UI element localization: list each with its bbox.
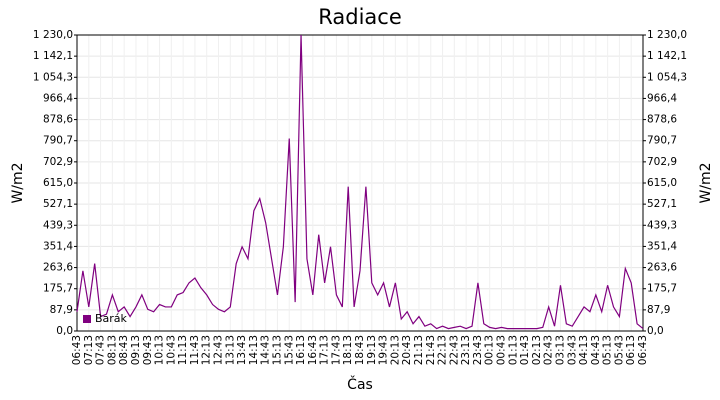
x-tick-label: 15:43	[283, 335, 295, 365]
x-tick-label: 04:13	[578, 335, 590, 365]
x-tick-label: 10:13	[154, 335, 166, 365]
x-tick-label: 21:13	[413, 335, 425, 365]
x-tick-label: 05:43	[613, 335, 625, 365]
y-tick-label: 1 230,0	[33, 29, 73, 41]
x-tick-label: 04:43	[590, 335, 602, 365]
x-tick-label: 20:43	[401, 335, 413, 365]
y2-tick-label: 527,1	[647, 198, 677, 210]
y-tick-label: 966,4	[43, 92, 73, 104]
line	[76, 34, 644, 330]
y-tick-label: 615,0	[43, 177, 73, 189]
x-tick-label: 08:43	[118, 335, 130, 365]
y2-tick-label: 1 230,0	[647, 29, 687, 41]
y-tick-label: 0,0	[56, 325, 73, 337]
x-tick-label: 03:13	[554, 335, 566, 365]
y2-tick-label: 351,4	[647, 240, 677, 252]
x-tick-label: 11:13	[177, 335, 189, 365]
x-tick-label: 09:43	[142, 335, 154, 365]
y2-tick-label: 1 054,3	[647, 71, 687, 83]
chart-title: Radiace	[318, 5, 402, 29]
y2-tick-label: 263,6	[647, 262, 677, 274]
y-tick-label: 351,4	[43, 240, 73, 252]
y2-tick-label: 878,6	[647, 114, 677, 126]
y-tick-label: 878,6	[43, 114, 73, 126]
x-tick-label: 12:13	[201, 335, 213, 365]
x-tick-label: 05:13	[602, 335, 614, 365]
x-tick-label: 13:13	[224, 335, 236, 365]
x-tick-label: 06:43	[637, 335, 649, 365]
x-tick-label: 23:43	[472, 335, 484, 365]
x-axis-label: Čas	[347, 375, 373, 393]
y2-tick-label: 702,9	[647, 156, 677, 168]
y2-tick-label: 175,7	[647, 283, 677, 295]
legend-swatch	[83, 315, 91, 323]
y-tick-label: 1 142,1	[33, 50, 73, 62]
x-tick-label: 07:13	[83, 335, 95, 365]
x-tick-label: 00:13	[484, 335, 496, 365]
x-tick-label: 02:13	[531, 335, 543, 365]
y2-tick-label: 1 142,1	[647, 50, 687, 62]
x-tick-label: 09:13	[130, 335, 142, 365]
y-tick-label: 527,1	[43, 198, 73, 210]
y-tick-label: 263,6	[43, 262, 73, 274]
x-tick-label: 22:43	[448, 335, 460, 365]
x-tick-label: 21:43	[425, 335, 437, 365]
x-tick-label: 06:13	[625, 335, 637, 365]
x-tick-label: 08:13	[106, 335, 118, 365]
x-tick-label: 03:43	[566, 335, 578, 365]
y-tick-label: 702,9	[43, 156, 73, 168]
y2-tick-label: 87,9	[647, 304, 670, 316]
x-tick-label: 16:43	[307, 335, 319, 365]
y2-tick-label: 439,3	[647, 219, 677, 231]
x-tick-label: 10:43	[165, 335, 177, 365]
x-tick-label: 19:43	[378, 335, 390, 365]
legend-label: Barák	[95, 312, 128, 325]
y-tick-label: 87,9	[50, 304, 73, 316]
y2-axis-label: W/m2	[698, 162, 714, 203]
x-tick-label: 18:13	[342, 335, 354, 365]
y2-tick-label: 0,0	[647, 325, 664, 337]
y-tick-label: 790,7	[43, 135, 73, 147]
x-tick-label: 14:43	[260, 335, 272, 365]
x-tick-label: 22:13	[437, 335, 449, 365]
x-tick-label: 14:13	[248, 335, 260, 365]
x-tick-label: 17:13	[319, 335, 331, 365]
x-tick-label: 01:13	[507, 335, 519, 365]
x-tick-label: 19:13	[366, 335, 378, 365]
x-tick-label: 12:43	[213, 335, 225, 365]
y2-tick-label: 790,7	[647, 135, 677, 147]
x-tick-label: 11:43	[189, 335, 201, 365]
x-tick-label: 23:13	[460, 335, 472, 365]
x-tick-label: 06:43	[71, 335, 83, 365]
x-tick-label: 20:13	[389, 335, 401, 365]
y-tick-label: 175,7	[43, 283, 73, 295]
x-tick-label: 00:43	[496, 335, 508, 365]
y2-tick-label: 615,0	[647, 177, 677, 189]
y-tick-label: 439,3	[43, 219, 73, 231]
x-tick-label: 13:43	[236, 335, 248, 365]
y-tick-label: 1 054,3	[33, 71, 73, 83]
y2-tick-label: 966,4	[647, 92, 677, 104]
x-tick-label: 18:43	[354, 335, 366, 365]
plot-frame	[76, 34, 644, 332]
x-tick-label: 02:43	[543, 335, 555, 365]
x-tick-label: 15:13	[271, 335, 283, 365]
y-axis-label: W/m2	[10, 162, 26, 203]
x-tick-label: 01:43	[519, 335, 531, 365]
x-tick-label: 07:43	[95, 335, 107, 365]
x-tick-label: 17:43	[330, 335, 342, 365]
x-tick-label: 16:13	[295, 335, 307, 365]
